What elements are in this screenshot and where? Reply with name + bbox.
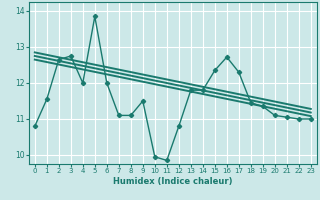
X-axis label: Humidex (Indice chaleur): Humidex (Indice chaleur) (113, 177, 233, 186)
